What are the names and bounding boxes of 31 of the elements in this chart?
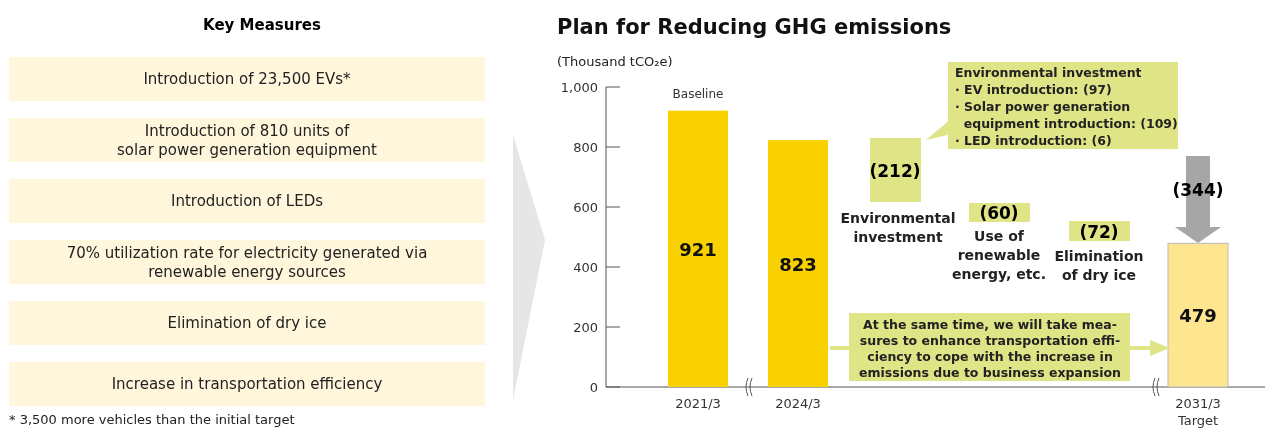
y-tick-label: 1,000 [560, 80, 598, 95]
y-tick-label: 400 [573, 260, 598, 275]
annotation: Elimination of dry ice [1054, 248, 1144, 283]
y-axis-title: (Thousand tCO₂e) [557, 54, 673, 69]
text: Increase in transportation efficiency [111, 375, 383, 393]
text: * 3,500 more vehicles than the initial target [9, 412, 295, 427]
annotation: (212) [869, 161, 921, 181]
x-tick-label: 2031/3 Target [1175, 396, 1221, 428]
x-tick-label: 2024/3 [775, 396, 821, 411]
text: Introduction of 23,500 EVs* [143, 70, 352, 88]
text: Elimination of dry ice [167, 314, 327, 332]
annotation: Environmental investment · EV introduction: (97) · Solar power generation equipment introduction: (109) · LED introduction: (6) [955, 65, 1178, 148]
y-tick-label: 600 [573, 200, 598, 215]
data-label: 921 [679, 238, 717, 260]
chart-title: Plan for Reducing GHG emissions [557, 15, 952, 39]
annotation: (60) [979, 203, 1019, 223]
text: Introduction of 810 units of solar power generation equipment [117, 122, 378, 159]
y-tick-label: 0 [589, 380, 598, 395]
y-tick-label: 800 [573, 140, 598, 155]
bar [668, 110, 728, 387]
bar [768, 140, 828, 387]
x-tick-label: 2021/3 [675, 396, 721, 411]
data-label: 823 [779, 253, 817, 275]
annotation: (344) [1172, 180, 1224, 200]
text: 70% utilization rate for electricity generated via renewable energy sources [66, 244, 428, 281]
y-tick-label: 200 [573, 320, 598, 335]
text: Key Measures [203, 16, 321, 34]
text: Introduction of LEDs [170, 192, 324, 210]
data-label: 479 [1179, 305, 1217, 327]
annotation: Baseline [672, 86, 724, 101]
annotation: (72) [1079, 222, 1119, 242]
